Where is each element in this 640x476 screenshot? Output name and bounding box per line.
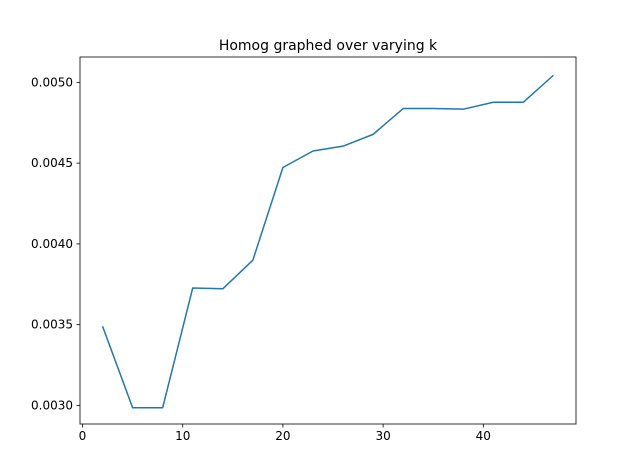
y-tick-label: 0.0035 [31, 318, 73, 332]
data-point [432, 108, 434, 110]
series-layer [101, 74, 555, 409]
data-point [402, 108, 404, 110]
data-point [372, 134, 374, 136]
x-tick-label: 40 [476, 429, 491, 443]
data-point [553, 74, 555, 76]
data-point [282, 167, 284, 169]
plot-frame [79, 56, 577, 425]
data-point [312, 150, 314, 152]
data-point [222, 288, 224, 290]
x-tick-label: 0 [79, 429, 87, 443]
x-tick-label: 10 [175, 429, 190, 443]
data-point [102, 325, 104, 327]
data-point [162, 407, 164, 409]
x-tick-label: 30 [375, 429, 390, 443]
data-point [192, 287, 194, 289]
y-tick-label: 0.0040 [31, 237, 73, 251]
data-point [462, 108, 464, 110]
data-point [523, 101, 525, 103]
data-point [252, 259, 254, 261]
chart-title: Homog graphed over varying k [219, 38, 438, 54]
y-tick-label: 0.0045 [31, 156, 73, 170]
series-line-0 [101, 74, 554, 409]
y-tick-label: 0.0030 [31, 398, 73, 412]
data-point [493, 101, 495, 103]
y-tick-label: 0.0050 [31, 75, 73, 89]
x-tick-label: 20 [275, 429, 290, 443]
data-point [342, 145, 344, 147]
axes: 0 10 20 30 40 0.0030 0.0035 0.0040 0.0045 0.0050 [31, 56, 577, 443]
data-point [132, 407, 134, 409]
